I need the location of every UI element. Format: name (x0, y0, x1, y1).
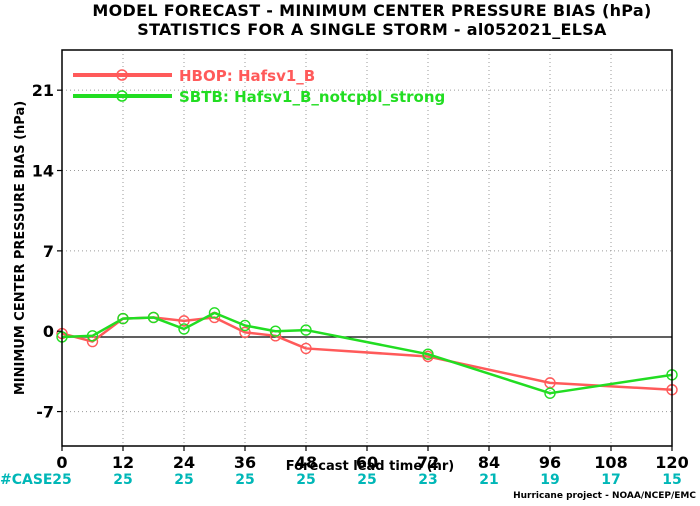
y-tick-label: 0 (43, 322, 54, 341)
legend: HBOP: Hafsv1_B SBTB: Hafsv1_B_notcpbl_str… (73, 67, 445, 106)
y-tick-label: 21 (32, 81, 54, 100)
data-point (239, 319, 251, 332)
data-point (86, 330, 99, 342)
x-tick-label: 0 (56, 453, 67, 472)
x-tick-label: 120 (655, 453, 688, 472)
case-count: 25 (357, 472, 376, 488)
series-line (61, 311, 673, 395)
legend-label: SBTB: Hafsv1_B_notcpbl_strong (179, 88, 445, 106)
data-point (269, 325, 282, 337)
y-tick-labels: -7 0 7 14 21 (32, 81, 62, 422)
x-tick-label: 60 (356, 453, 378, 472)
x-tick-label: 24 (173, 453, 195, 472)
x-tick-labels: 0 12 24 36 48 60 72 84 96 108 120 (56, 446, 689, 472)
case-count: 25 (296, 472, 315, 488)
chart-subtitle: STATISTICS FOR A SINGLE STORM - al052021… (137, 20, 607, 39)
series-lines (56, 307, 678, 399)
case-count: 23 (418, 472, 437, 488)
y-tick-label: 7 (43, 242, 54, 261)
data-point (178, 315, 190, 327)
chart-title: MODEL FORECAST - MINIMUM CENTER PRESSURE… (92, 1, 651, 20)
case-count: 21 (479, 472, 498, 488)
legend-label: HBOP: Hafsv1_B (179, 67, 315, 85)
x-tick-label: 12 (112, 453, 134, 472)
x-tick-label: 72 (417, 453, 439, 472)
gridlines (62, 50, 672, 446)
data-point (544, 387, 556, 399)
x-tick-label: 48 (295, 453, 317, 472)
case-counts: 25 25 25 25 25 25 23 21 19 17 15 (52, 472, 681, 488)
data-point (178, 323, 190, 335)
legend-marker (116, 90, 128, 102)
y-tick-label: -7 (36, 403, 54, 422)
data-point (239, 326, 251, 339)
data-point (422, 348, 434, 360)
y-axis-title: MINIMUM CENTER PRESSURE BIAS (hPa) (13, 101, 28, 395)
x-tick-label: 108 (594, 453, 627, 472)
data-point (147, 311, 160, 324)
case-count: 25 (52, 472, 71, 488)
credit-text: Hurricane project - NOAA/NCEP/EMC (513, 491, 696, 501)
case-count-label: #CASE (0, 472, 53, 488)
x-tick-label: 84 (478, 453, 500, 472)
case-count: 15 (662, 472, 681, 488)
data-point (208, 307, 221, 319)
x-tick-label: 36 (234, 453, 256, 472)
case-count: 17 (601, 472, 620, 488)
data-point (300, 342, 312, 355)
x-axis-title: Forecast lead time (hr) (286, 459, 454, 474)
x-tick-label: 96 (539, 453, 561, 472)
case-count: 25 (174, 472, 193, 488)
case-count: 19 (540, 472, 559, 488)
legend-marker (116, 69, 128, 81)
data-point (117, 312, 129, 325)
case-count: 25 (113, 472, 132, 488)
case-count: 25 (235, 472, 254, 488)
data-point (300, 324, 312, 336)
y-tick-label: 14 (32, 162, 54, 181)
